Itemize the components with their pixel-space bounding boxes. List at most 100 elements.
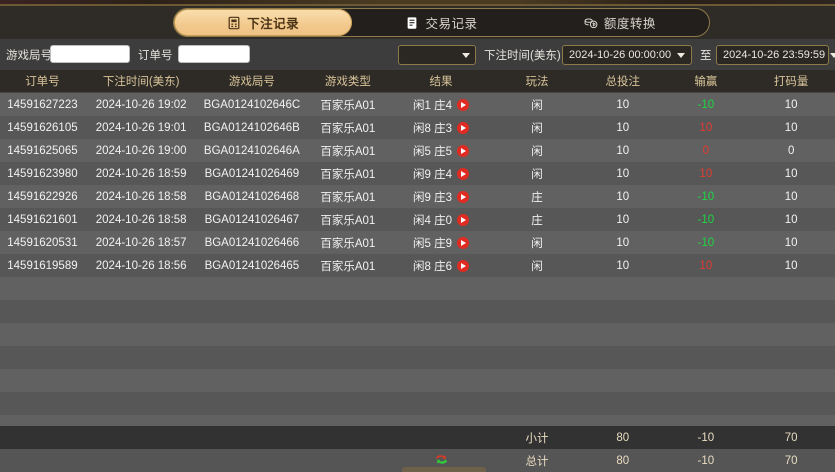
play-replay-icon[interactable] [457,190,470,203]
table-row-empty [0,277,835,300]
cell-bet-time: 2024-10-26 18:58 [95,190,187,203]
play-replay-icon[interactable] [457,98,470,111]
column-header-chip-volume: 打码量 [773,76,809,88]
subtotal-win-loss: -10 [697,431,715,444]
play-replay-icon[interactable] [457,213,470,226]
cell-chip-volume: 0 [787,144,795,157]
result-text: 闲1 庄4 [413,99,453,112]
chevron-down-icon [830,52,835,58]
cell-play: 庄 [531,191,543,204]
cell-chip-volume: 10 [784,190,798,203]
filter-bar: 游戏局号 订单号 下注时间(美东) 2024-10-26 00:00:00 至 … [0,39,835,70]
cell-result: 闲5 庄9 [389,235,492,251]
table-row-empty [0,323,835,346]
table-row[interactable]: 14591623980 2024-10-26 18:59 BGA0124102646… [0,162,835,185]
cell-order-no: 14591622926 [7,190,78,203]
cell-win-loss: -10 [697,213,715,226]
cell-total-bet: 10 [616,259,630,272]
game-round-label: 游戏局号 [6,50,52,62]
cell-win-loss: 0 [702,144,710,157]
records-table: 订单号 下注时间(美东) 游戏局号 游戏类型 结果 玩法 总投注 输赢 打码量 … [0,70,835,472]
cell-order-no: 14591626105 [7,121,78,134]
result-text: 闲5 庄9 [413,237,453,250]
cell-chip-volume: 10 [784,236,798,249]
order-no-input[interactable] [178,45,250,63]
cell-total-bet: 10 [616,190,630,203]
table-row[interactable]: 14591625065 2024-10-26 19:00 BGA0124102646… [0,139,835,162]
window-top-strip [0,0,835,6]
bottom-handle[interactable] [402,467,486,472]
record-type-select[interactable] [398,45,476,65]
transaction-record-icon [405,16,419,30]
summary-row-subtotal: 小计 80 -10 70 [0,426,835,449]
result-text: 闲9 庄3 [413,191,453,204]
cell-play: 闲 [531,99,543,112]
play-replay-icon[interactable] [457,236,470,249]
table-row[interactable]: 14591626105 2024-10-26 19:01 BGA0124102646… [0,116,835,139]
table-row[interactable]: 14591627223 2024-10-26 19:02 BGA0124102646… [0,93,835,116]
tab-bar-container: 下注记录 交易记录 [0,6,835,39]
game-round-input[interactable] [50,45,130,63]
result-inner: 闲8 庄3 [413,120,470,136]
subtotal-label: 小计 [525,432,549,445]
cell-order-no: 14591620531 [7,236,78,249]
cell-total-bet: 10 [616,167,630,180]
table-row[interactable]: 14591622926 2024-10-26 18:58 BGA0124102646… [0,185,835,208]
table-row[interactable]: 14591621601 2024-10-26 18:58 BGA0124102646… [0,208,835,231]
cell-total-bet: 10 [616,121,630,134]
table-body: 14591627223 2024-10-26 19:02 BGA0124102646… [0,93,835,433]
play-replay-icon[interactable] [457,259,470,272]
column-header-game-type: 游戏类型 [324,76,371,88]
refresh-icon[interactable] [434,453,449,466]
cell-round-no: BGA01241026466 [204,236,300,249]
play-replay-icon[interactable] [457,144,470,157]
cell-bet-time: 2024-10-26 19:00 [95,144,187,157]
cell-total-bet: 10 [616,98,630,111]
tab-betting-record[interactable]: 下注记录 [174,9,353,36]
cell-game-type: 百家乐A01 [320,122,376,135]
column-header-total-bet: 总投注 [605,76,641,88]
result-inner: 闲5 庄9 [413,235,470,251]
cell-result: 闲9 庄3 [389,189,492,205]
order-no-label: 订单号 [138,50,173,62]
chevron-down-icon [462,52,470,58]
play-replay-icon[interactable] [457,167,470,180]
table-row[interactable]: 14591619589 2024-10-26 18:56 BGA0124102646… [0,254,835,277]
tab-credit-transfer[interactable]: 额度转换 [531,9,709,36]
cell-chip-volume: 10 [784,121,798,134]
date-from-value: 2024-10-26 00:00:00 [569,49,672,61]
cell-play: 闲 [531,168,543,181]
cell-game-type: 百家乐A01 [320,145,376,158]
table-summary: 小计 80 -10 70 总计 [0,426,835,472]
result-text: 闲4 庄0 [413,214,453,227]
result-text: 闲8 庄6 [413,260,453,273]
cell-bet-time: 2024-10-26 18:58 [95,213,187,226]
cell-order-no: 14591623980 [7,167,78,180]
cell-result: 闲4 庄0 [389,212,492,228]
cell-order-no: 14591619589 [7,259,78,272]
cell-chip-volume: 10 [784,213,798,226]
table-row[interactable]: 14591620531 2024-10-26 18:57 BGA0124102646… [0,231,835,254]
total-total-bet: 80 [616,454,630,467]
cell-round-no: BGA01241026469 [204,167,300,180]
tab-transaction-record[interactable]: 交易记录 [352,9,530,36]
cell-win-loss: -10 [697,236,715,249]
cell-play: 闲 [531,260,543,273]
date-to-picker[interactable]: 2024-10-26 23:59:59 [716,45,835,65]
date-from-picker[interactable]: 2024-10-26 00:00:00 [562,45,692,65]
cell-game-type: 百家乐A01 [320,191,376,204]
table-row-empty [0,369,835,392]
cell-game-type: 百家乐A01 [320,99,376,112]
cell-win-loss: -10 [697,190,715,203]
result-text: 闲5 庄5 [413,145,453,158]
cell-bet-time: 2024-10-26 18:57 [95,236,187,249]
result-text: 闲9 庄4 [413,168,453,181]
total-chip-volume: 70 [784,454,798,467]
cell-order-no: 14591621601 [7,213,78,226]
cell-game-type: 百家乐A01 [320,214,376,227]
play-replay-icon[interactable] [457,121,470,134]
cell-round-no: BGA0124102646A [203,144,300,157]
tab-betting-record-label: 下注记录 [247,17,300,31]
chevron-down-icon [677,52,685,58]
